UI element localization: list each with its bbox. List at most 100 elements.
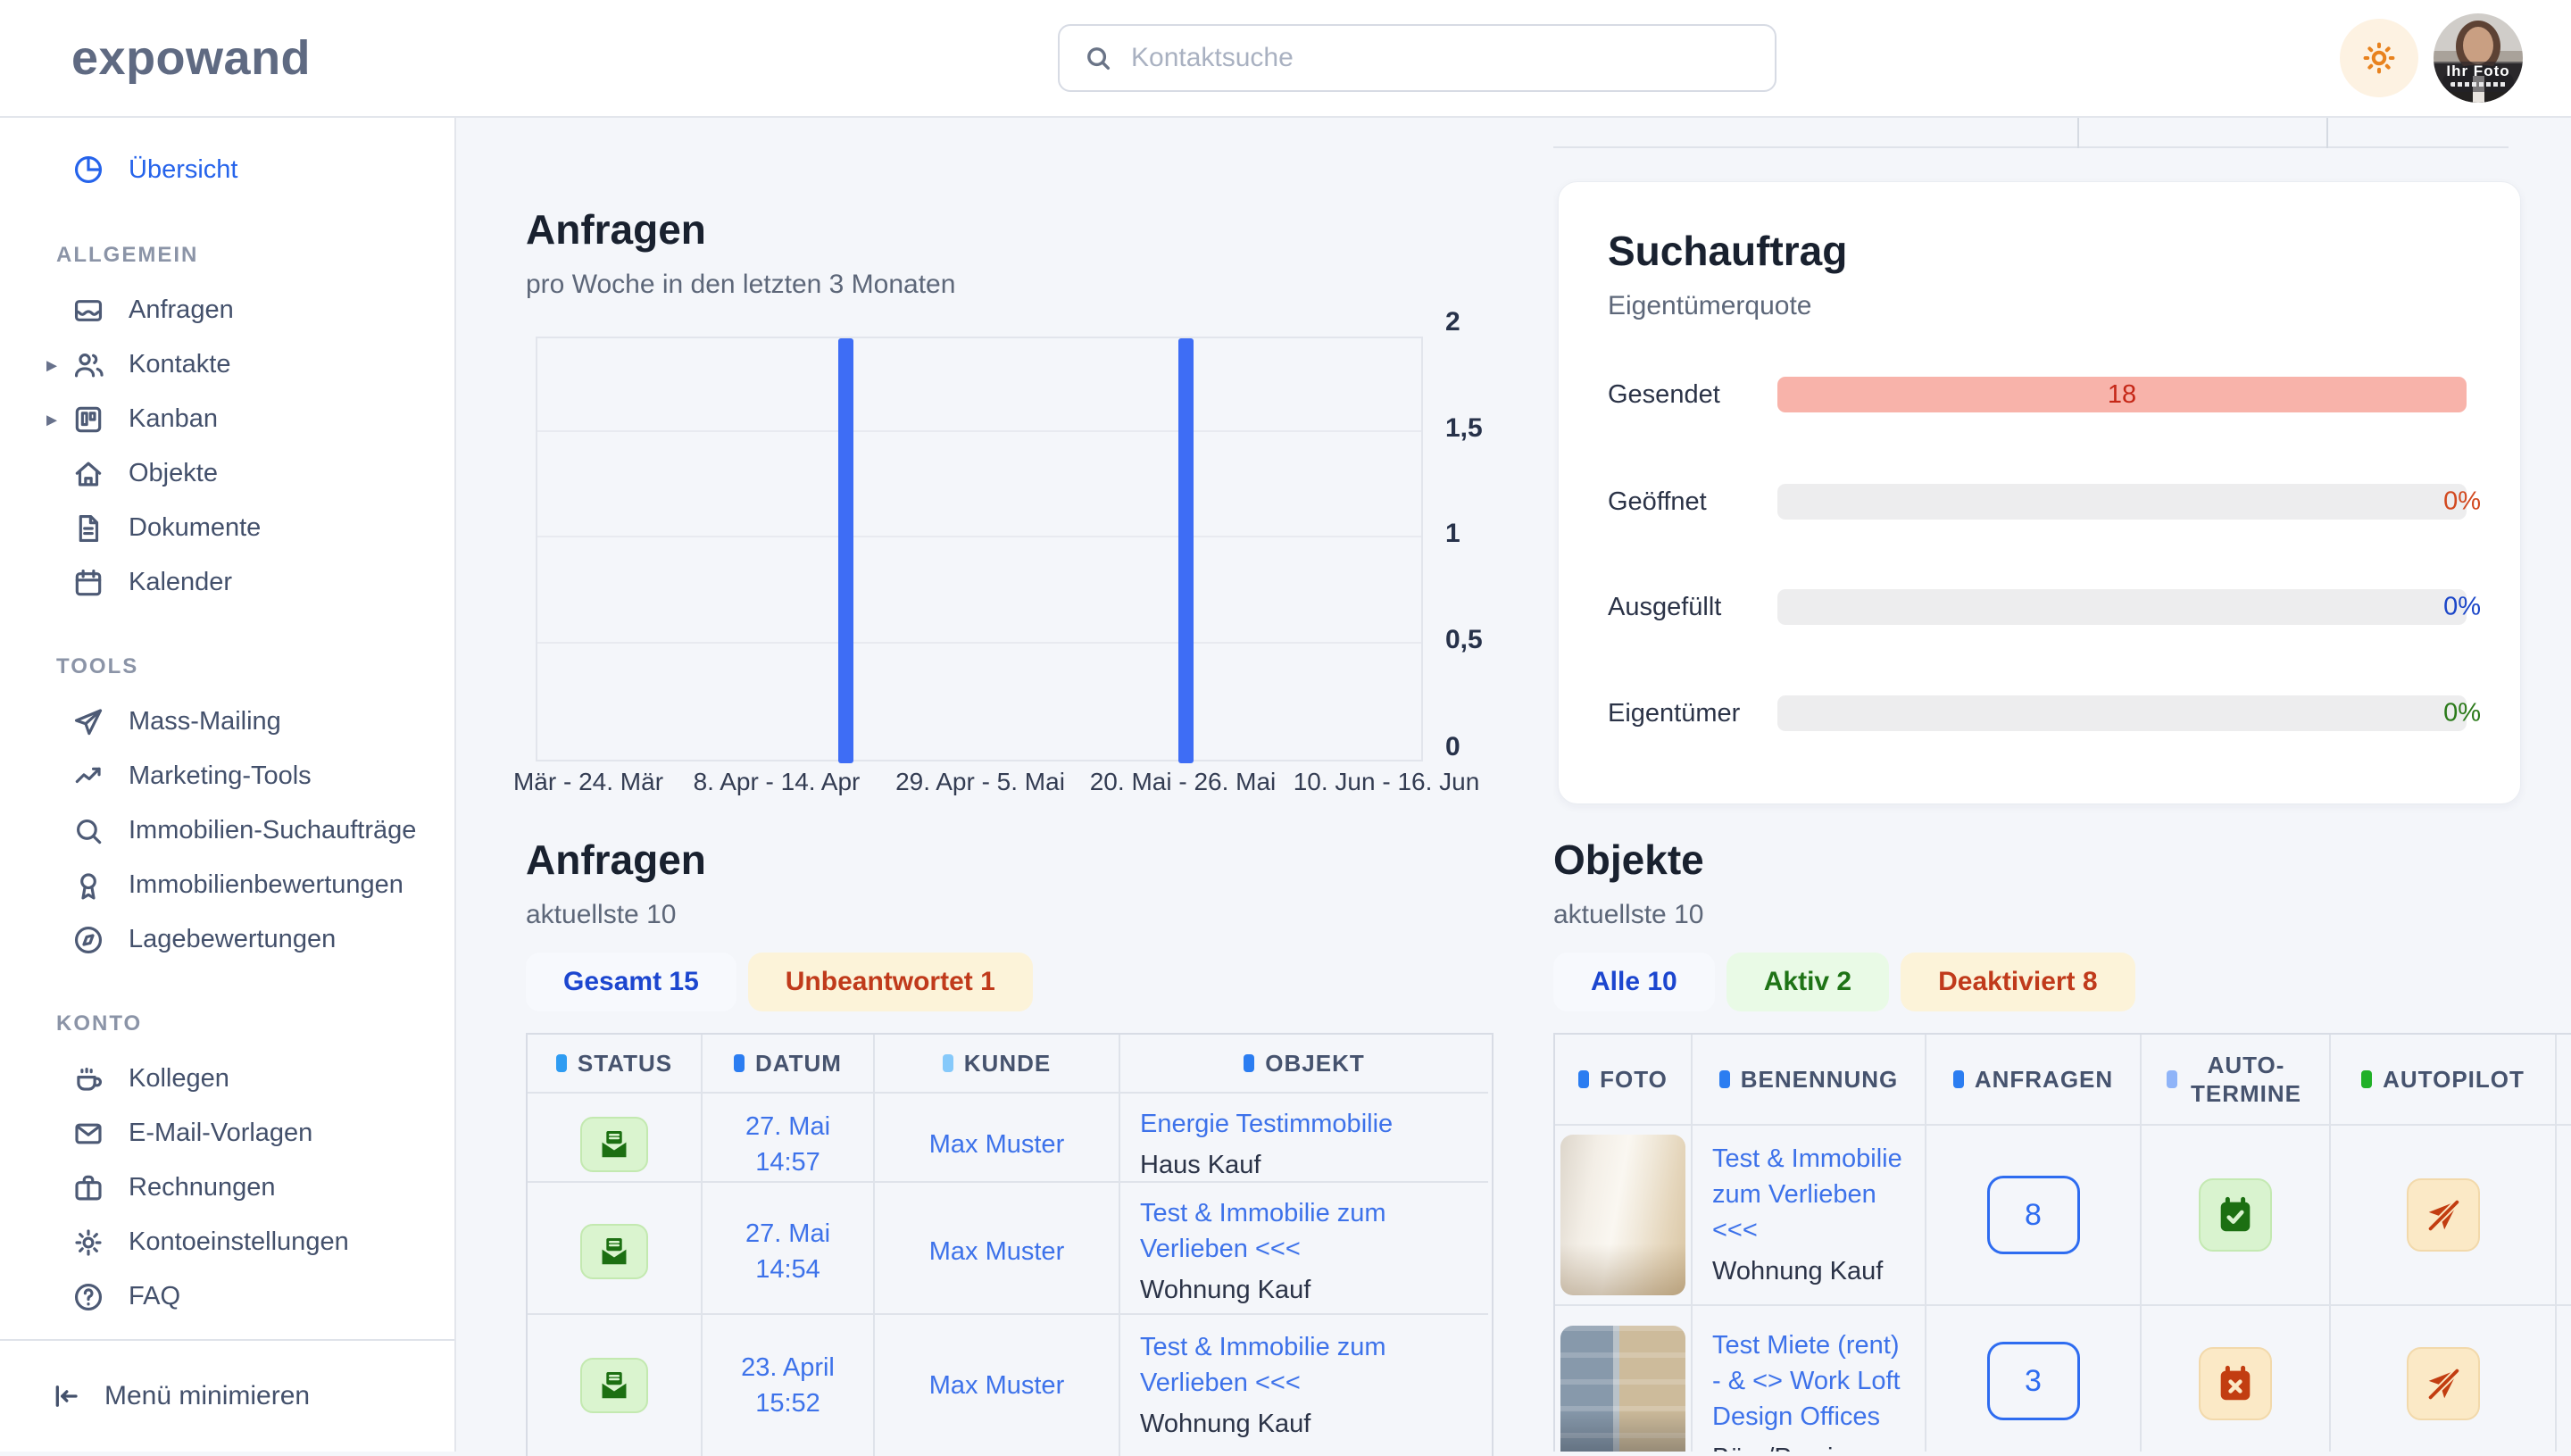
column-header-autopilot[interactable]: AUTOPILOT (2329, 1035, 2555, 1124)
table-row[interactable]: 23. April 15:52 Max Muster Test & Immobil… (528, 1313, 1492, 1456)
column-bullet-icon (2167, 1070, 2177, 1088)
autopilot-badge[interactable] (2406, 1178, 2480, 1252)
anfragen-count-button[interactable]: 8 (1986, 1176, 2080, 1254)
x-axis-tick: 20. Mai - 26. Mai (1089, 768, 1277, 795)
sidebar-item-kontoeinstellungen[interactable]: Kontoeinstellungen (0, 1215, 454, 1269)
gear-icon (75, 1228, 102, 1256)
auto-termine-badge[interactable] (2199, 1178, 2272, 1252)
anfragen-count-button[interactable]: 3 (1986, 1342, 2080, 1420)
suchauftrag-title: Suchauftrag (1608, 228, 1848, 274)
x-axis-tick: 29. Apr - 5. Mai (895, 768, 1065, 795)
kunde-link[interactable]: Max Muster (928, 1129, 1065, 1159)
sidebar-item-kollegen[interactable]: Kollegen (0, 1052, 454, 1106)
y-axis-tick: 1 (1445, 519, 1460, 548)
funnel-value: 18 (2107, 379, 2137, 409)
column-header-foto[interactable]: FOTO (1555, 1035, 1691, 1124)
sidebar-item-objekte[interactable]: Objekte (0, 446, 454, 501)
tab-aktiv[interactable]: Aktiv 2 (1726, 953, 1890, 1011)
autopilot-badge[interactable] (2406, 1347, 2480, 1420)
sidebar-item-marketing-tools[interactable]: Marketing-Tools (0, 749, 454, 803)
sidebar-item-immobilien-suchauftraege[interactable]: Immobilien-Suchaufträge (0, 803, 454, 858)
column-header-objekt[interactable]: OBJEKT (1119, 1035, 1488, 1092)
tab-unbeantwortet[interactable]: Unbeantwortet 1 (747, 953, 1033, 1011)
anfrage-date-link[interactable]: 27. Mai 14:54 (701, 1181, 873, 1320)
avatar-label: Ihr Foto (2434, 62, 2523, 92)
sidebar-item-immobilienbewertungen[interactable]: Immobilienbewertungen (0, 858, 454, 912)
table-row[interactable]: Test & Immobilie zum Verlieben <<< Wohnun… (1555, 1124, 2571, 1304)
objekt-link[interactable]: Test & Immobilie zum Verlieben <<< (1140, 1199, 1386, 1263)
caret-right-icon[interactable]: ▸ (46, 407, 58, 431)
funnel-label: Geöffnet (1608, 487, 1707, 516)
sidebar-item-kalender[interactable]: Kalender (0, 555, 454, 610)
y-axis-tick: 0 (1445, 732, 1460, 761)
tab-gesamt[interactable]: Gesamt 15 (526, 953, 736, 1011)
x-axis-tick: Mär - 24. Mär (512, 768, 664, 795)
sidebar-item-dokumente[interactable]: Dokumente (0, 501, 454, 555)
sidebar-item-kanban[interactable]: ▸ Kanban (0, 392, 454, 446)
home-icon (75, 462, 102, 486)
auto-termine-badge[interactable] (2199, 1347, 2272, 1420)
table-row[interactable]: 27. Mai 14:54 Max Muster Test & Immobilie… (528, 1181, 1492, 1320)
sidebar-item-faq[interactable]: FAQ (0, 1269, 454, 1324)
sidebar-item-anfragen[interactable]: Anfragen (0, 283, 454, 337)
column-header-anfragen[interactable]: ANFRAGEN (1925, 1035, 2140, 1124)
chart-bar[interactable] (838, 338, 853, 763)
column-header-kunde[interactable]: KUNDE (873, 1035, 1119, 1092)
kanban-icon (75, 406, 102, 432)
sidebar-item-uebersicht[interactable]: Übersicht (0, 141, 454, 198)
right-column: Suchauftrag Eigentümerquote Gesendet 18 … (1553, 116, 2571, 1452)
autopilot-off-icon (2426, 1198, 2460, 1233)
mail-answered-badge (580, 1224, 648, 1279)
sidebar-item-lagebewertungen[interactable]: Lagebewertungen (0, 912, 454, 967)
mail-answered-badge (580, 1117, 648, 1172)
compass-icon (74, 926, 103, 953)
pie-chart-icon (74, 155, 103, 184)
objekt-link[interactable]: Test & Immobilie zum Verlieben <<< (1712, 1144, 1902, 1244)
objekt-link[interactable]: Test & Immobilie zum Verlieben <<< (1140, 1333, 1386, 1397)
sidebar-item-mass-mailing[interactable]: Mass-Mailing (0, 695, 454, 749)
kunde-link[interactable]: Max Muster (928, 1236, 1065, 1266)
chart-subtitle: pro Woche in den letzten 3 Monaten (526, 270, 956, 299)
column-header-benennung[interactable]: BENENNUNG (1691, 1035, 1925, 1124)
property-photo[interactable] (1560, 1326, 1685, 1452)
x-axis-tick: 10. Jun - 16. Jun (1293, 768, 1480, 795)
column-header-status[interactable]: STATUS (528, 1035, 701, 1092)
chart-bar[interactable] (1178, 338, 1194, 763)
search-input[interactable] (1129, 42, 1751, 74)
column-bullet-icon (942, 1054, 953, 1072)
sidebar: Übersicht ALLGEMEIN Anfragen ▸ Kontakte … (0, 116, 456, 1452)
users-icon (74, 353, 104, 377)
search-box[interactable] (1058, 24, 1776, 92)
collapse-menu-button[interactable]: Menü minimieren (49, 1380, 310, 1412)
funnel-value: 0% (2443, 487, 2481, 516)
funnel-label: Gesendet (1608, 380, 1720, 409)
tab-deaktiviert[interactable]: Deaktiviert 8 (1901, 953, 2135, 1011)
coffee-cup-icon (77, 1067, 103, 1091)
column-bullet-icon (555, 1054, 567, 1072)
kunde-link[interactable]: Max Muster (928, 1370, 1065, 1400)
sidebar-item-email-vorlagen[interactable]: E-Mail-Vorlagen (0, 1106, 454, 1161)
column-header-auto-termine[interactable]: AUTO-TERMINE (2140, 1035, 2329, 1124)
tab-alle[interactable]: Alle 10 (1553, 953, 1715, 1011)
column-header-datum[interactable]: DATUM (701, 1035, 873, 1092)
objekt-link[interactable]: Energie Testimmobilie (1140, 1110, 1394, 1138)
property-photo[interactable] (1560, 1135, 1685, 1295)
theme-toggle-button[interactable] (2340, 19, 2418, 97)
sidebar-item-rechnungen[interactable]: Rechnungen (0, 1161, 454, 1215)
app-logo[interactable]: expowand (71, 31, 312, 85)
partial-table-remnant (1553, 116, 2571, 148)
sun-icon (2363, 42, 2395, 74)
sidebar-item-kontakte[interactable]: ▸ Kontakte (0, 337, 454, 392)
objekt-link[interactable]: Test Miete (rent) - & <> Work Loft Desig… (1712, 1331, 1901, 1431)
caret-right-icon[interactable]: ▸ (46, 353, 58, 377)
anfrage-date-link[interactable]: 27. Mai 14:57 (701, 1092, 873, 1195)
table-row[interactable]: 27. Mai 14:57 Max Muster Energie Testimmo… (528, 1092, 1492, 1195)
search-icon (1087, 47, 1111, 71)
table-row[interactable]: Test Miete (rent) - & <> Work Loft Desig… (1555, 1304, 2571, 1452)
avatar[interactable]: Ihr Foto (2434, 13, 2523, 103)
funnel-bar-ausgefuellt: 0% (1777, 589, 2481, 625)
sidebar-section-konto: KONTO (56, 1011, 143, 1036)
inbox-icon (74, 299, 103, 321)
objekt-type: Haus Kauf (1140, 1151, 1261, 1179)
anfrage-date-link[interactable]: 23. April 15:52 (701, 1313, 873, 1456)
